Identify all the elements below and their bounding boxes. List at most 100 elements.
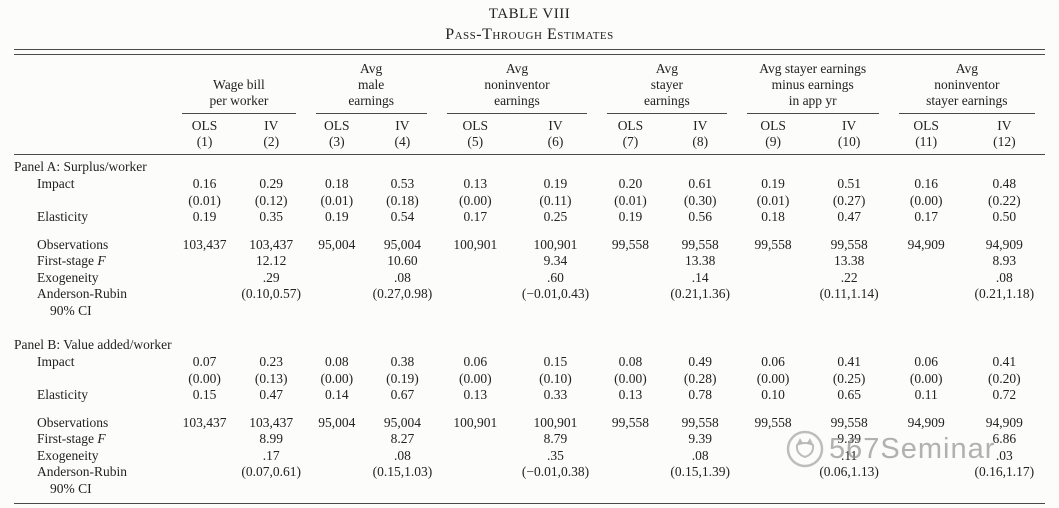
- col-header-12: IV (12): [963, 114, 1045, 155]
- table-cell: 0.56: [688, 209, 713, 224]
- table-cell: [737, 464, 810, 497]
- spacer-cell: [14, 319, 1045, 333]
- table-cell: (0.12): [254, 192, 288, 208]
- group-title: Avg noninventor stayer earnings: [898, 61, 1035, 114]
- column-number: (3): [328, 134, 345, 149]
- row-label-line-2: 90% CI: [50, 302, 92, 318]
- col-header-6: IV (6): [513, 114, 598, 155]
- table-cell: (0.00): [188, 370, 221, 386]
- column-number: (4): [394, 134, 411, 149]
- row-label: First-stage F: [14, 431, 172, 448]
- row-label: [14, 371, 172, 388]
- table-cell: [597, 270, 664, 287]
- panel-header-row: Panel A: Surplus/worker: [14, 155, 1045, 177]
- table-cell: (0.16,1.17): [974, 464, 1035, 479]
- table-cell: 0.16: [914, 176, 938, 191]
- table-cell: .17: [262, 447, 280, 463]
- table-cell: (0.21,1.18): [974, 286, 1035, 301]
- table-cell: [889, 448, 964, 465]
- row-label-line: Anderson-Rubin: [37, 286, 127, 301]
- table-cell: [597, 253, 664, 270]
- table-cell: [737, 431, 810, 448]
- group-title: Avg male earnings: [315, 61, 427, 114]
- table-cell: 94,909: [907, 414, 945, 430]
- table-cell: 0.08: [325, 354, 349, 369]
- col-header-3: OLS (3): [305, 114, 369, 155]
- table-cell: [172, 286, 237, 319]
- table-cell: [306, 464, 368, 497]
- row-label: Anderson-Rubin 90% CI: [14, 286, 172, 319]
- table-cell: (0.01): [188, 192, 221, 208]
- table-cell: (0.28): [683, 370, 717, 386]
- table-row: Elasticity 0.15 0.47 0.14 0.67 0.13 0.33 0.13 0.…: [14, 387, 1045, 404]
- panel-header-row: Panel B: Value added/worker: [14, 333, 1045, 354]
- table-cell: (0.01): [614, 192, 647, 208]
- table-cell: [172, 464, 237, 497]
- panel-title: Panel B: Value added/worker: [14, 337, 172, 352]
- table-cell: (0.10,0.57): [241, 286, 302, 301]
- row-label-header: [14, 114, 173, 155]
- row-label: Elasticity: [14, 209, 172, 226]
- column-number: (7): [622, 134, 639, 149]
- table-cell: 0.35: [259, 209, 284, 224]
- group-title: Avg noninventor earnings: [446, 61, 588, 114]
- method-label: OLS: [760, 118, 786, 133]
- table-row: Observations 103,437 103,437 95,004 95,004 10…: [14, 415, 1045, 432]
- table-cell: 0.19: [543, 176, 568, 191]
- table-cell: [437, 286, 514, 319]
- table-cell: (−0.01,0.43): [521, 286, 590, 301]
- table-cell: (0.00): [909, 192, 943, 208]
- method-label: OLS: [617, 118, 644, 133]
- row-label-line: First-stage F: [37, 431, 106, 446]
- table-cell: [597, 464, 664, 497]
- table-cell: [437, 270, 514, 287]
- table-cell: [306, 448, 368, 465]
- row-label-italic: F: [97, 253, 106, 268]
- table-cell: 0.19: [325, 209, 349, 224]
- table-cell: [889, 431, 964, 448]
- table-row: First-stage F 12.12 10.60 9.34 13.38 13.38 8.9…: [14, 253, 1045, 270]
- table-cell: 13.38: [685, 253, 716, 268]
- table-cell: .35: [547, 447, 564, 463]
- table-cell: 95,004: [383, 414, 421, 430]
- table-row: Observations 103,437 103,437 95,004 95,004 10…: [14, 237, 1045, 254]
- row-label-line: Impact: [37, 176, 75, 191]
- table-cell: 94,909: [907, 236, 945, 252]
- table-cell: [597, 431, 664, 448]
- table-cell: 0.13: [618, 387, 643, 402]
- table-cell: [437, 448, 514, 465]
- table-cell: 0.41: [992, 354, 1017, 369]
- table-cell: 0.10: [761, 387, 785, 402]
- table-cell: (0.00): [458, 192, 492, 208]
- table-cell: 99,558: [681, 236, 719, 252]
- table-cell: 99,558: [754, 414, 792, 430]
- table-cell: 0.06: [463, 354, 488, 369]
- table-cell: 99,558: [830, 236, 868, 252]
- row-label-line: Exogeneity: [37, 269, 99, 285]
- row-label: Exogeneity: [14, 448, 172, 465]
- table-row: Exogeneity .29 .08 .60 .14 .22 .08: [14, 270, 1045, 287]
- title-block: TABLE VIII Pass-Through Estimates: [0, 0, 1059, 46]
- table-cell: 0.67: [390, 387, 415, 402]
- table-cell: 0.61: [688, 176, 713, 191]
- group-header-noninventor-earnings: Avg noninventor earnings: [437, 55, 597, 114]
- table-cell: [306, 253, 368, 270]
- group-header-row: Wage bill per worker Avg male earnings A…: [14, 55, 1045, 114]
- table-cell: (0.00): [614, 370, 647, 386]
- table-cell: 8.79: [543, 431, 568, 446]
- table-cell: [597, 286, 664, 319]
- table-cell: [172, 270, 237, 287]
- col-header-7: OLS (7): [597, 114, 664, 155]
- col-header-5: OLS (5): [436, 114, 514, 155]
- method-label: IV: [264, 118, 279, 133]
- table-subtitle: Pass-Through Estimates: [445, 26, 614, 43]
- table-cell: [737, 448, 810, 465]
- table-cell: 0.18: [761, 209, 785, 224]
- table-cell: 0.50: [992, 209, 1017, 224]
- table-cell: 12.12: [256, 253, 287, 268]
- pass-through-table: Wage bill per worker Avg male earnings A…: [14, 55, 1045, 497]
- table-cell: 100,901: [533, 414, 578, 430]
- column-number: (9): [765, 134, 781, 149]
- table-row: Impact 0.16 0.29 0.18 0.53 0.13 0.19 0.20 0.61 0.…: [14, 176, 1045, 193]
- column-number: (5): [467, 134, 484, 149]
